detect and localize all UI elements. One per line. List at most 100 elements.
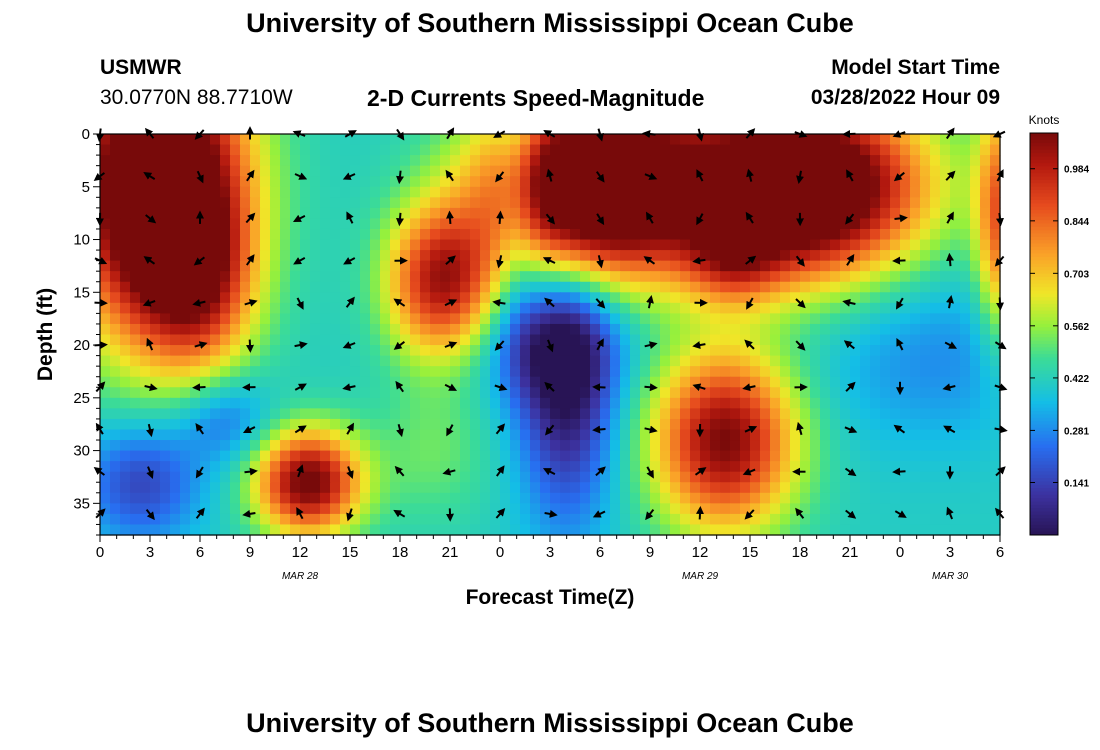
heatmap-cell <box>620 524 631 536</box>
heatmap-cell <box>830 250 841 262</box>
heatmap-cell <box>710 228 721 241</box>
heatmap-cell <box>220 366 231 378</box>
heatmap-cell <box>590 271 601 283</box>
heatmap-cell <box>780 207 791 220</box>
heatmap-cell <box>190 302 201 314</box>
heatmap-cell <box>160 271 171 283</box>
heatmap-cell <box>270 144 281 156</box>
heatmap-cell <box>400 513 411 526</box>
heatmap-cell <box>790 197 801 209</box>
heatmap-cell <box>480 302 491 314</box>
heatmap-cell <box>360 429 371 441</box>
heatmap-cell <box>900 207 911 220</box>
heatmap-cell <box>360 144 371 156</box>
heatmap-cell <box>350 260 361 272</box>
heatmap-cell <box>630 366 641 378</box>
heatmap-cell <box>520 228 531 241</box>
heatmap-cell <box>250 513 261 526</box>
heatmap-cell <box>970 429 981 441</box>
heatmap-cell <box>860 376 871 388</box>
heatmap-cell <box>190 186 201 198</box>
heatmap-cell <box>540 366 551 378</box>
heatmap-cell <box>120 239 131 251</box>
heatmap-cell <box>170 418 181 431</box>
heatmap-cell <box>860 450 871 462</box>
heatmap-cell <box>240 503 251 515</box>
heatmap-cell <box>740 144 751 156</box>
heatmap-cell <box>870 292 881 304</box>
heatmap-cell <box>990 366 1001 378</box>
heatmap-cell <box>420 334 431 346</box>
current-arrow <box>843 340 855 350</box>
heatmap-cell <box>290 271 301 283</box>
heatmap-cell <box>820 197 831 209</box>
heatmap-cell <box>460 418 471 431</box>
heatmap-cell <box>330 207 341 220</box>
heatmap-cell <box>490 323 501 336</box>
heatmap-cell <box>510 260 521 272</box>
heatmap-cell <box>870 281 881 293</box>
heatmap-cell <box>700 355 711 367</box>
heatmap-cell <box>240 482 251 494</box>
heatmap-cell <box>240 165 251 177</box>
heatmap-cell <box>600 134 611 146</box>
heatmap-cell <box>660 302 671 314</box>
colorbar-swatch <box>1030 133 1058 137</box>
heatmap-cell <box>680 186 691 198</box>
heatmap-cell <box>860 197 871 209</box>
colorbar-swatch <box>1030 421 1058 425</box>
heatmap-cell <box>930 186 941 198</box>
heatmap-cell <box>730 524 741 536</box>
heatmap-cell <box>950 292 961 304</box>
heatmap-cell <box>220 429 231 441</box>
heatmap-cell <box>300 176 311 188</box>
heatmap-cell <box>270 461 281 473</box>
heatmap-cell <box>170 218 181 230</box>
heatmap-cell <box>280 155 291 167</box>
heatmap-cell <box>340 429 351 441</box>
current-arrow <box>894 510 907 518</box>
heatmap-cell <box>360 239 371 251</box>
heatmap-cell <box>360 281 371 293</box>
heatmap-cell <box>150 418 161 431</box>
heatmap-cell <box>140 376 151 388</box>
heatmap-cell <box>540 524 551 536</box>
heatmap-cell <box>560 250 571 262</box>
heatmap-cell <box>950 334 961 346</box>
heatmap-cell <box>530 302 541 314</box>
heatmap-cell <box>370 176 381 188</box>
colorbar-swatch <box>1030 313 1058 318</box>
heatmap-cell <box>370 366 381 378</box>
heatmap-cell <box>360 260 371 272</box>
current-arrow <box>496 210 504 224</box>
heatmap-cell <box>230 345 241 357</box>
heatmap-cell <box>100 334 111 346</box>
heatmap-cell <box>810 176 821 188</box>
heatmap-cell <box>200 334 211 346</box>
heatmap-cell <box>640 271 651 283</box>
heatmap-cell <box>380 366 391 378</box>
heatmap-cell <box>350 323 361 336</box>
heatmap-cell <box>180 524 191 536</box>
heatmap-cell <box>850 313 861 325</box>
heatmap-cell <box>860 366 871 378</box>
heatmap-cell <box>540 313 551 325</box>
current-arrow <box>893 424 906 434</box>
colorbar-swatch <box>1030 340 1058 345</box>
heatmap-cell <box>810 292 821 304</box>
heatmap-cell <box>260 450 271 462</box>
heatmap-cell <box>880 144 891 156</box>
heatmap-cell <box>640 334 651 346</box>
heatmap-cell <box>410 260 421 272</box>
heatmap-cell <box>330 366 341 378</box>
heatmap-cell <box>240 218 251 230</box>
current-arrow <box>946 506 954 520</box>
colorbar-swatch <box>1030 143 1058 147</box>
heatmap-cell <box>920 492 931 504</box>
heatmap-cell <box>130 197 141 209</box>
heatmap-cell <box>120 334 131 346</box>
heatmap-cell <box>100 155 111 167</box>
heatmap-cell <box>810 165 821 177</box>
heatmap-cell <box>690 345 701 357</box>
heatmap-cell <box>880 292 891 304</box>
